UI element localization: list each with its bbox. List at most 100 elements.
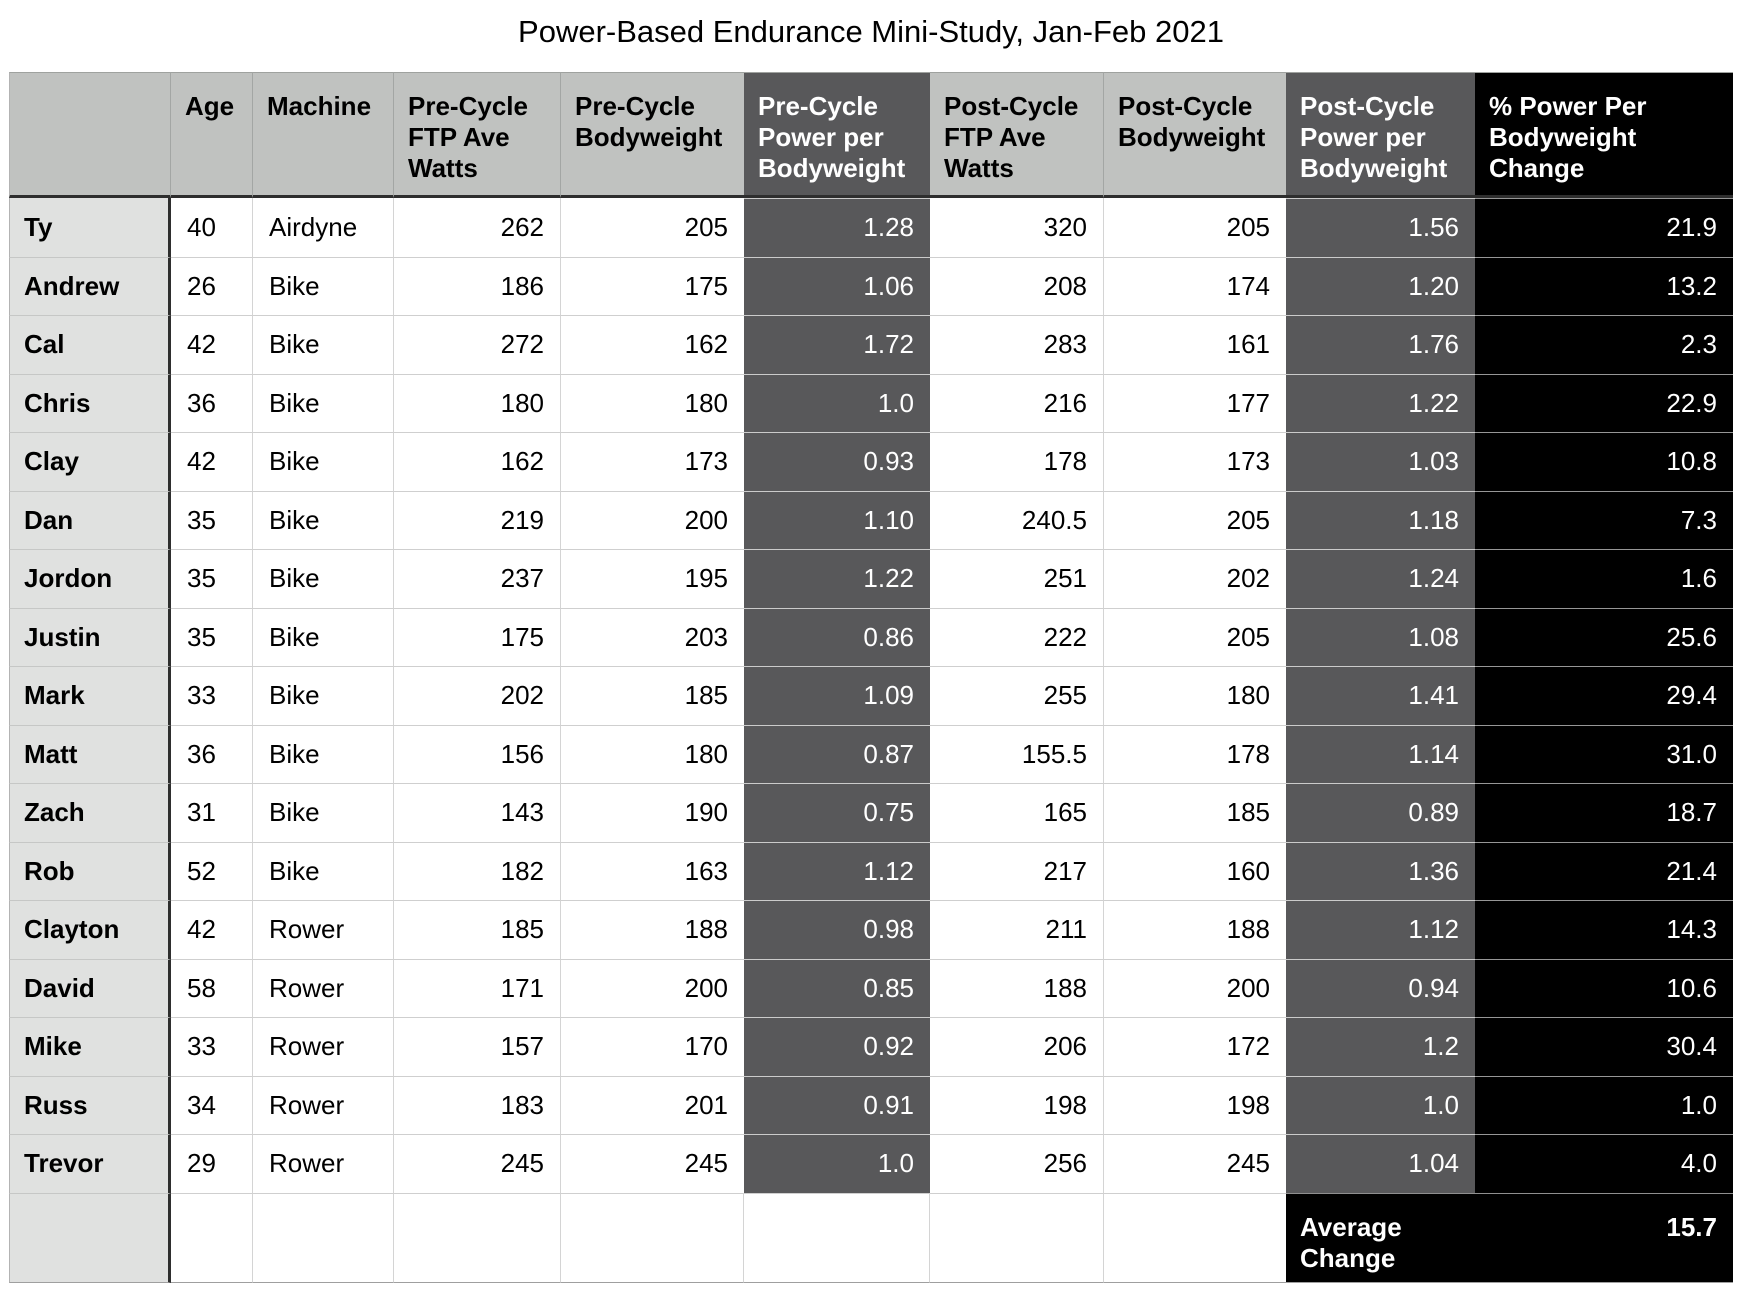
cell-age: 31	[171, 783, 253, 842]
table-row: Trevor 29 Rower 245 245 1.0 256 245 1.04 4.0	[9, 1134, 1733, 1193]
row-name: David	[9, 958, 171, 1017]
cell-machine: Bike	[253, 783, 394, 842]
cell-pre-cycle-ftp-ave-watts: 182	[394, 841, 561, 900]
cell-pre-cycle-bodyweight: 200	[561, 958, 744, 1017]
cell-post-cycle-ftp-ave-watts: 256	[930, 1134, 1104, 1193]
cell-post-cycle-bodyweight: 185	[1104, 783, 1286, 842]
table-row: Ty 40 Airdyne 262 205 1.28 320 205 1.56 21.9	[9, 198, 1733, 257]
cell-post-cycle-power-per-bodyweight: 1.56	[1286, 198, 1475, 257]
cell-pre-cycle-bodyweight: 203	[561, 607, 744, 666]
cell-machine: Rower	[253, 958, 394, 1017]
cell-pre-cycle-bodyweight: 170	[561, 1017, 744, 1076]
cell-machine: Bike	[253, 490, 394, 549]
table-row: Russ 34 Rower 183 201 0.91 198 198 1.0 1.0	[9, 1075, 1733, 1134]
cell-percent-power-per-bodyweight-change: 18.7	[1475, 783, 1733, 842]
table-row: Matt 36 Bike 156 180 0.87 155.5 178 1.14 31.0	[9, 724, 1733, 783]
cell-pre-cycle-ftp-ave-watts: 262	[394, 198, 561, 257]
cell-pre-cycle-bodyweight: 190	[561, 783, 744, 842]
cell-percent-power-per-bodyweight-change: 1.6	[1475, 549, 1733, 608]
row-name: Justin	[9, 607, 171, 666]
cell-age: 35	[171, 490, 253, 549]
cell-post-cycle-bodyweight: 200	[1104, 958, 1286, 1017]
column-header-machine: Machine	[253, 72, 394, 198]
cell-post-cycle-bodyweight: 245	[1104, 1134, 1286, 1193]
footer-empty-cell	[171, 1192, 253, 1283]
cell-age: 58	[171, 958, 253, 1017]
cell-pre-cycle-bodyweight: 162	[561, 315, 744, 374]
table-row: Mark 33 Bike 202 185 1.09 255 180 1.41 29.4	[9, 666, 1733, 725]
cell-post-cycle-bodyweight: 198	[1104, 1075, 1286, 1134]
cell-pre-cycle-ftp-ave-watts: 219	[394, 490, 561, 549]
row-name: Andrew	[9, 256, 171, 315]
cell-pre-cycle-ftp-ave-watts: 156	[394, 724, 561, 783]
cell-percent-power-per-bodyweight-change: 14.3	[1475, 900, 1733, 959]
cell-post-cycle-power-per-bodyweight: 1.14	[1286, 724, 1475, 783]
cell-pre-cycle-ftp-ave-watts: 157	[394, 1017, 561, 1076]
cell-pre-cycle-bodyweight: 195	[561, 549, 744, 608]
study-table: Age Machine Pre-Cycle FTP Ave Watts Pre-…	[9, 72, 1733, 1283]
cell-post-cycle-ftp-ave-watts: 320	[930, 198, 1104, 257]
cell-pre-cycle-bodyweight: 180	[561, 373, 744, 432]
column-header-pre-cycle-power-per-bodyweight: Pre-Cycle Power per Bodyweight	[744, 72, 930, 198]
cell-post-cycle-ftp-ave-watts: 255	[930, 666, 1104, 725]
cell-percent-power-per-bodyweight-change: 25.6	[1475, 607, 1733, 666]
cell-pre-cycle-ftp-ave-watts: 245	[394, 1134, 561, 1193]
footer-empty-cell	[744, 1192, 930, 1283]
cell-percent-power-per-bodyweight-change: 2.3	[1475, 315, 1733, 374]
cell-pre-cycle-ftp-ave-watts: 237	[394, 549, 561, 608]
cell-age: 33	[171, 666, 253, 725]
cell-pre-cycle-bodyweight: 188	[561, 900, 744, 959]
column-header-post-cycle-ftp-ave-watts: Post-Cycle FTP Ave Watts	[930, 72, 1104, 198]
table-row: Rob 52 Bike 182 163 1.12 217 160 1.36 21.4	[9, 841, 1733, 900]
cell-pre-cycle-bodyweight: 200	[561, 490, 744, 549]
cell-post-cycle-ftp-ave-watts: 217	[930, 841, 1104, 900]
row-name: Zach	[9, 783, 171, 842]
cell-pre-cycle-ftp-ave-watts: 180	[394, 373, 561, 432]
header-row: Age Machine Pre-Cycle FTP Ave Watts Pre-…	[9, 72, 1733, 198]
cell-post-cycle-ftp-ave-watts: 240.5	[930, 490, 1104, 549]
cell-machine: Bike	[253, 724, 394, 783]
cell-post-cycle-ftp-ave-watts: 178	[930, 432, 1104, 491]
cell-pre-cycle-bodyweight: 201	[561, 1075, 744, 1134]
footer-empty-cell	[1104, 1192, 1286, 1283]
row-name: Chris	[9, 373, 171, 432]
cell-post-cycle-bodyweight: 161	[1104, 315, 1286, 374]
cell-pre-cycle-ftp-ave-watts: 175	[394, 607, 561, 666]
cell-post-cycle-ftp-ave-watts: 198	[930, 1075, 1104, 1134]
cell-machine: Bike	[253, 666, 394, 725]
cell-pre-cycle-power-per-bodyweight: 0.75	[744, 783, 930, 842]
cell-pre-cycle-ftp-ave-watts: 202	[394, 666, 561, 725]
table-row: Zach 31 Bike 143 190 0.75 165 185 0.89 18.7	[9, 783, 1733, 842]
cell-pre-cycle-ftp-ave-watts: 171	[394, 958, 561, 1017]
table-row: Chris 36 Bike 180 180 1.0 216 177 1.22 22.9	[9, 373, 1733, 432]
cell-post-cycle-power-per-bodyweight: 0.94	[1286, 958, 1475, 1017]
cell-pre-cycle-power-per-bodyweight: 0.92	[744, 1017, 930, 1076]
cell-pre-cycle-power-per-bodyweight: 0.85	[744, 958, 930, 1017]
cell-post-cycle-power-per-bodyweight: 1.03	[1286, 432, 1475, 491]
cell-percent-power-per-bodyweight-change: 10.6	[1475, 958, 1733, 1017]
cell-pre-cycle-bodyweight: 173	[561, 432, 744, 491]
column-header-post-cycle-bodyweight: Post-Cycle Bodyweight	[1104, 72, 1286, 198]
cell-age: 29	[171, 1134, 253, 1193]
cell-pre-cycle-power-per-bodyweight: 0.91	[744, 1075, 930, 1134]
cell-percent-power-per-bodyweight-change: 7.3	[1475, 490, 1733, 549]
cell-post-cycle-bodyweight: 180	[1104, 666, 1286, 725]
cell-post-cycle-ftp-ave-watts: 222	[930, 607, 1104, 666]
cell-post-cycle-bodyweight: 172	[1104, 1017, 1286, 1076]
cell-age: 36	[171, 373, 253, 432]
cell-percent-power-per-bodyweight-change: 4.0	[1475, 1134, 1733, 1193]
cell-age: 42	[171, 315, 253, 374]
footer-empty-cell	[561, 1192, 744, 1283]
cell-pre-cycle-ftp-ave-watts: 185	[394, 900, 561, 959]
cell-machine: Bike	[253, 549, 394, 608]
cell-machine: Rower	[253, 1134, 394, 1193]
cell-machine: Rower	[253, 900, 394, 959]
cell-post-cycle-power-per-bodyweight: 1.76	[1286, 315, 1475, 374]
cell-post-cycle-ftp-ave-watts: 208	[930, 256, 1104, 315]
cell-percent-power-per-bodyweight-change: 21.4	[1475, 841, 1733, 900]
row-name: Mark	[9, 666, 171, 725]
page-title: Power-Based Endurance Mini-Study, Jan-Fe…	[518, 14, 1224, 49]
cell-post-cycle-power-per-bodyweight: 1.41	[1286, 666, 1475, 725]
average-change-value: 15.7	[1475, 1192, 1733, 1283]
table-row: Jordon 35 Bike 237 195 1.22 251 202 1.24 1.6	[9, 549, 1733, 608]
